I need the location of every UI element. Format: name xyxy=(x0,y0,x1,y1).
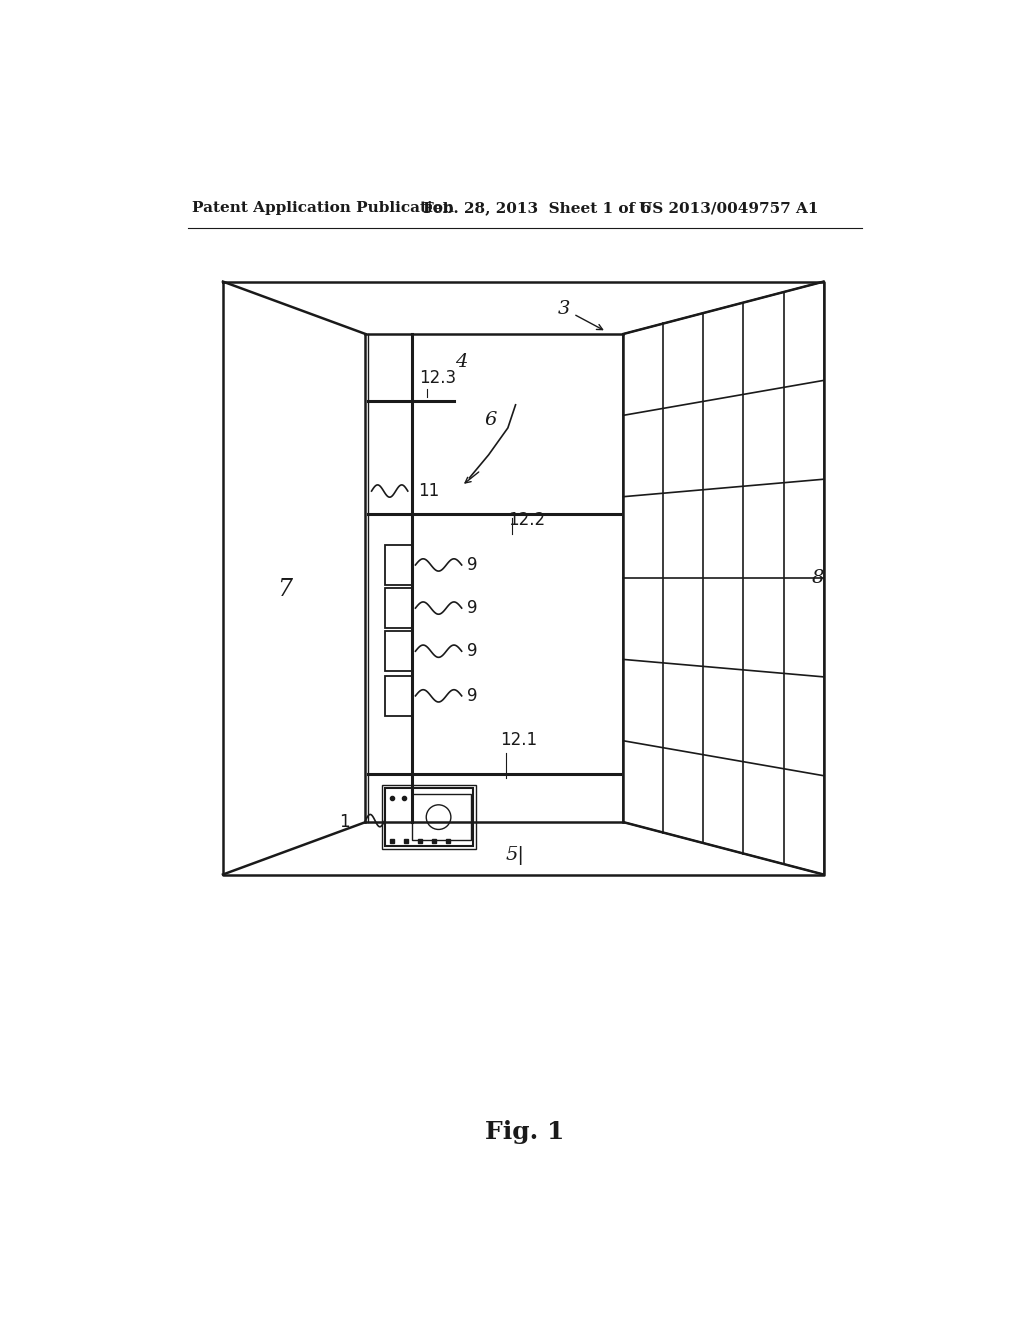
Text: 11: 11 xyxy=(418,482,439,500)
Bar xyxy=(385,545,412,585)
Text: Feb. 28, 2013  Sheet 1 of 6: Feb. 28, 2013 Sheet 1 of 6 xyxy=(423,202,651,215)
Text: 7: 7 xyxy=(278,578,292,601)
Bar xyxy=(385,589,412,628)
Text: Fig. 1: Fig. 1 xyxy=(485,1121,564,1144)
Text: 9: 9 xyxy=(467,599,477,616)
Text: 3: 3 xyxy=(558,300,570,318)
Bar xyxy=(385,788,473,846)
Text: 4: 4 xyxy=(456,354,468,371)
Bar xyxy=(412,795,471,840)
Text: 9: 9 xyxy=(467,643,477,660)
Text: 8: 8 xyxy=(812,569,824,587)
Text: 12.1: 12.1 xyxy=(500,731,538,748)
Text: 1: 1 xyxy=(339,813,350,832)
Text: 5|: 5| xyxy=(506,846,525,865)
Bar xyxy=(385,631,412,671)
Text: 9: 9 xyxy=(467,556,477,574)
Bar xyxy=(385,676,412,715)
Text: 9: 9 xyxy=(467,686,477,705)
Text: 6: 6 xyxy=(484,412,497,429)
Text: 12.2: 12.2 xyxy=(508,511,545,529)
Text: 12.3: 12.3 xyxy=(419,368,457,387)
Text: US 2013/0049757 A1: US 2013/0049757 A1 xyxy=(639,202,818,215)
Bar xyxy=(382,785,476,849)
Text: Patent Application Publication: Patent Application Publication xyxy=(193,202,455,215)
